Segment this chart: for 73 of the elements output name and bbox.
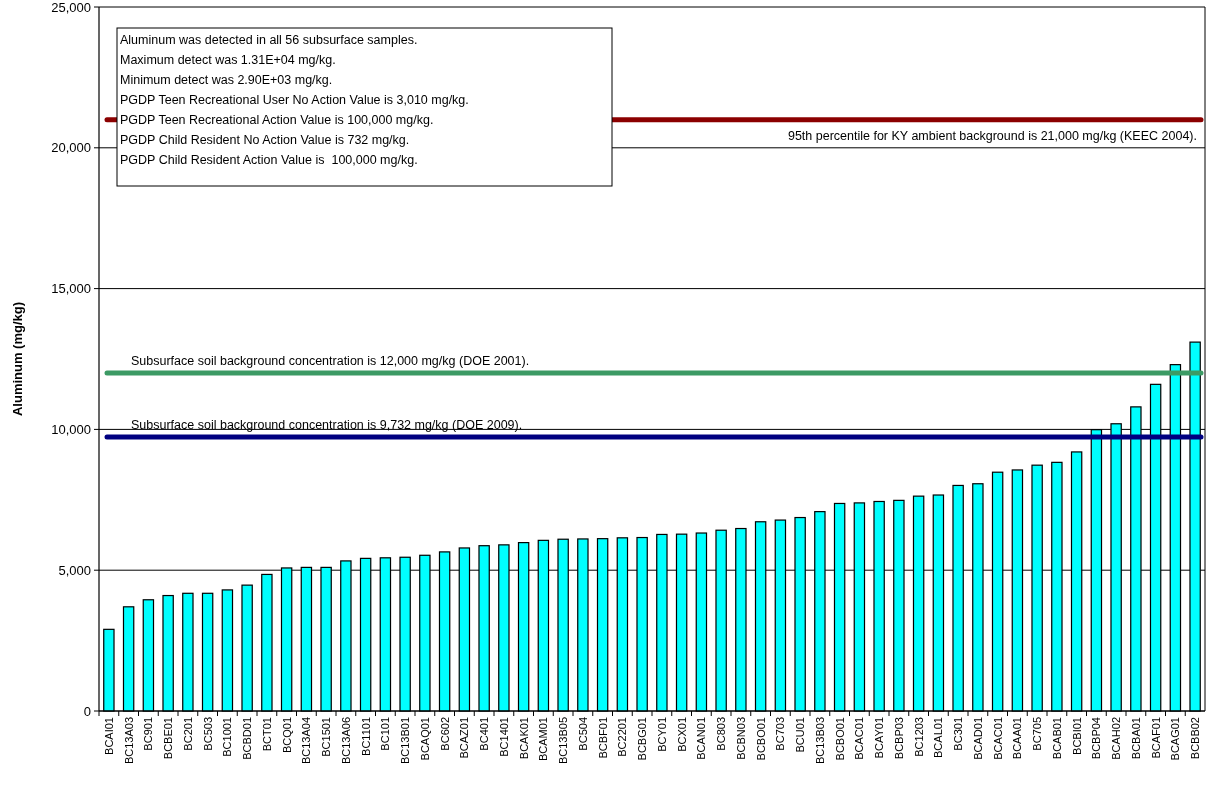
x-tick-label: BC1401 [497, 717, 510, 757]
x-tick-label: BCAM01 [537, 717, 550, 762]
x-tick-label: BCY01 [655, 717, 668, 752]
x-tick-label: BCAK01 [517, 717, 530, 760]
annotation: PGDP Teen Recreational User No Action Value is 3,010 mg/kg. [120, 93, 469, 107]
x-tick-label: BCAD01 [971, 717, 984, 760]
x-tick-label: BCU01 [794, 717, 807, 753]
x-tick-label: BC602 [438, 717, 451, 751]
y-tick-label: 25,000 [51, 0, 91, 15]
x-tick-label: BCBO01 [833, 717, 846, 761]
x-tick-label: BCBN03 [734, 717, 747, 760]
annotation: PGDP Child Resident Action Value is 100,000 mg/kg. [120, 153, 418, 167]
x-tick-label: BC401 [478, 717, 491, 751]
x-tick-label: BCAG01 [1169, 717, 1182, 761]
x-tick-label: BCAC01 [991, 717, 1004, 760]
annotation: PGDP Child Resident No Action Value is 732 mg/kg. [120, 133, 410, 147]
x-tick-label: BCAQ01 [418, 717, 431, 761]
x-tick-label: BC705 [1031, 717, 1044, 751]
x-tick-label: BCBG01 [636, 717, 649, 761]
y-tick-label: 20,000 [51, 140, 91, 156]
x-tick-label: BC13A06 [339, 717, 352, 765]
annotation: Maximum detect was 1.31E+04 mg/kg. [120, 53, 336, 67]
x-tick-label: BC1203 [912, 717, 925, 757]
x-tick-label: BCAY01 [873, 717, 886, 759]
x-tick-label: BCBF01 [596, 717, 609, 759]
x-tick-label: BCBP04 [1090, 717, 1103, 760]
x-tick-label: BC1001 [221, 717, 234, 757]
ref-line-label: 95th percentile for KY ambient background is 21,000 mg/kg (KEEC 2004). [787, 128, 1197, 143]
x-tick-label: BC301 [952, 717, 965, 751]
x-tick-label: BCBI01 [1070, 717, 1083, 755]
x-tick-label: BCBB02 [1189, 717, 1202, 760]
annotation: Aluminum was detected in all 56 subsurface samples. [120, 33, 418, 47]
x-tick-label: BC13B03 [813, 717, 826, 765]
x-tick-label: BC13A03 [122, 717, 135, 765]
x-tick-label: BC901 [142, 717, 155, 751]
x-tick-label: BCAA01 [1011, 717, 1024, 760]
y-tick-label: 5,000 [58, 562, 91, 578]
x-tick-label: BCAL01 [932, 717, 945, 758]
y-tick-label: 0 [83, 703, 91, 719]
x-tick-label: BCAF01 [1149, 717, 1162, 759]
x-tick-label: BCBO01 [754, 717, 767, 761]
x-tick-label: BCBE01 [162, 717, 175, 760]
x-tick-label: BCAB01 [1050, 717, 1063, 760]
y-tick-label: 10,000 [51, 421, 91, 437]
x-tick-label: BC13B01 [399, 717, 412, 765]
x-tick-label: BC101 [379, 717, 392, 751]
x-tick-label: BCAZ01 [458, 717, 471, 759]
x-tick-label: BC13A04 [300, 717, 313, 765]
x-tick-label: BCQ01 [280, 717, 293, 754]
ref-line-label: Subsurface soil background concentration is 12,000 mg/kg (DOE 2001). [131, 354, 530, 369]
x-tick-label: BCBP03 [892, 717, 905, 760]
x-tick-label: BC504 [576, 717, 589, 751]
x-tick-label: BC1501 [320, 717, 333, 757]
x-tick-label: BCT01 [260, 717, 273, 752]
x-tick-label: BC803 [715, 717, 728, 751]
annotation: Minimum detect was 2.90E+03 mg/kg. [120, 73, 333, 87]
x-tick-label: BC201 [181, 717, 194, 751]
x-tick-label: BCBD01 [241, 717, 254, 760]
x-tick-label: BCAI01 [102, 717, 115, 755]
x-tick-label: BCBA01 [1129, 717, 1142, 760]
x-tick-label: BCAN01 [695, 717, 708, 760]
x-tick-label: BC13B05 [557, 717, 570, 765]
y-tick-label: 15,000 [51, 281, 91, 297]
x-tick-label: BC503 [201, 717, 214, 751]
x-tick-label: BC2201 [616, 717, 629, 757]
x-tick-label: BCAH02 [1110, 717, 1123, 760]
y-axis-title: Aluminum (mg/kg) [10, 301, 25, 417]
x-tick-label: BCAC01 [853, 717, 866, 760]
x-tick-label: BC703 [774, 717, 787, 751]
x-tick-label: BCX01 [675, 717, 688, 752]
ref-line-label: Subsurface soil background concentration is 9,732 mg/kg (DOE 2009). [131, 417, 523, 432]
annotation: PGDP Teen Recreational Action Value is 100,000 mg/kg. [120, 113, 434, 127]
x-tick-label: BC1101 [359, 717, 372, 756]
